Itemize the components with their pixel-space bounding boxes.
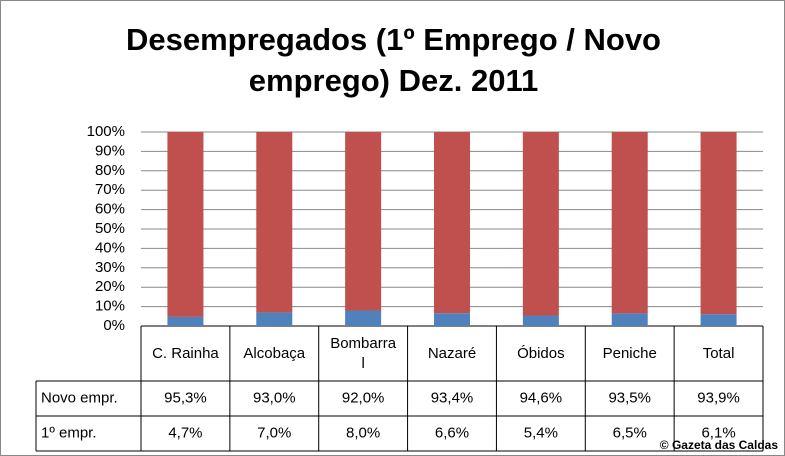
x-tick-label: Óbidos [517, 344, 565, 362]
legend-label: 1º empr. [41, 424, 97, 441]
x-tick-label: Alcobaça [243, 344, 306, 362]
y-tick-label: 70% [95, 181, 125, 198]
x-tick-label: Nazaré [427, 344, 477, 362]
bar-segment [700, 314, 737, 326]
y-tick-label: 30% [95, 259, 125, 276]
table-value: 94,6% [520, 389, 563, 406]
y-tick-label: 0% [103, 317, 125, 334]
bar-segment [434, 313, 470, 326]
x-tick-label: C. Rainha [152, 344, 219, 362]
y-tick-label: 60% [95, 201, 125, 218]
y-tick-label: 40% [95, 239, 125, 256]
y-tick-label: 10% [95, 298, 125, 315]
bar-segment [522, 132, 559, 316]
bar-segment [522, 315, 559, 326]
bar-segment [611, 313, 648, 326]
bar-segment [345, 310, 382, 326]
table-value: 93,9% [697, 389, 740, 406]
y-tick-label: 90% [95, 142, 125, 159]
table-value: 93,5% [608, 389, 651, 406]
bar-segment [345, 132, 382, 311]
bar-segment [434, 132, 470, 314]
table-value: 6,5% [613, 424, 647, 441]
bar-segment [611, 132, 648, 314]
x-tick-label: Total [702, 344, 735, 362]
table-value: 95,3% [164, 389, 207, 406]
bar-segment [256, 132, 293, 313]
x-tick-label: Bombarral [330, 334, 397, 372]
table-value: 93,4% [431, 389, 474, 406]
bar-segment [167, 316, 204, 326]
y-tick-label: 20% [95, 278, 125, 295]
table-value: 7,0% [257, 424, 291, 441]
x-tick-label: Peniche [602, 344, 657, 362]
table-value: 6,1% [701, 424, 735, 441]
table-value: 5,4% [524, 424, 558, 441]
bar-segment [700, 132, 737, 315]
table-value: 93,0% [253, 389, 296, 406]
table-value: 4,7% [168, 424, 202, 441]
bar-segment [256, 312, 293, 326]
watermark: © Gazeta das Caldas [659, 438, 778, 452]
y-tick-label: 50% [95, 220, 125, 237]
legend-label: Novo empr. [41, 389, 118, 406]
table-value: 6,6% [435, 424, 469, 441]
y-tick-label: 80% [95, 162, 125, 179]
table-value: 8,0% [346, 424, 380, 441]
y-tick-label: 100% [87, 123, 125, 140]
bar-segment [167, 132, 204, 317]
table-value: 92,0% [342, 389, 385, 406]
chart-title: Desempregados (1º Emprego / Novo emprego… [125, 22, 661, 98]
